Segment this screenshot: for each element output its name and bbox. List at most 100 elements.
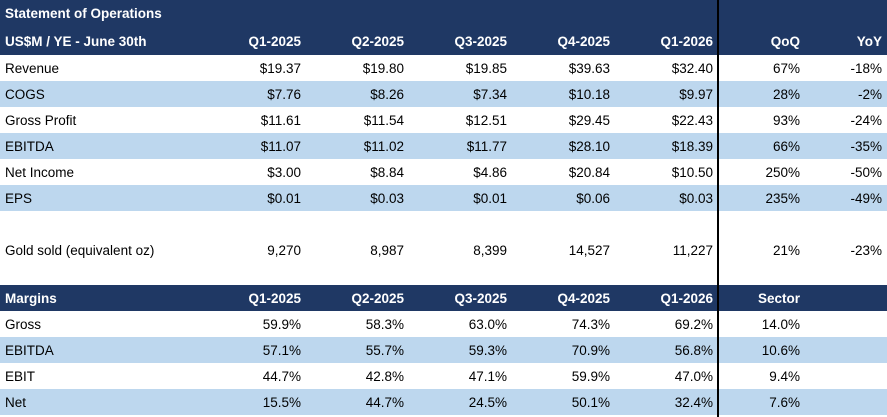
data-cell: -49% [850, 190, 882, 206]
data-cell: 66% [772, 138, 800, 154]
data-cell: -23% [850, 242, 882, 258]
column-header-q1-2026: Q1-2026 [660, 33, 713, 49]
row-label: EBIT [5, 368, 36, 384]
data-cell: $19.85 [465, 60, 507, 76]
column-header-qoq: QoQ [770, 33, 800, 49]
data-cell: $29.45 [568, 112, 610, 128]
section-divider-line [717, 0, 719, 417]
data-cell: $9.97 [679, 86, 713, 102]
row-label: EBITDA [5, 138, 54, 154]
row-cogs: COGS $7.76 $8.26 $7.34 $10.18 $9.97 28% … [0, 81, 887, 107]
data-cell: $3.00 [267, 164, 301, 180]
row-ebitda: EBITDA $11.07 $11.02 $11.77 $28.10 $18.3… [0, 133, 887, 159]
row-label: Revenue [5, 60, 60, 76]
data-cell: $22.43 [671, 112, 713, 128]
data-cell: $28.10 [568, 138, 610, 154]
data-cell: 15.5% [262, 394, 301, 410]
column-header-q1-2026: Q1-2026 [660, 290, 713, 306]
row-label: Net Income [5, 164, 75, 180]
data-cell: 42.8% [365, 368, 404, 384]
data-cell: -35% [850, 138, 882, 154]
data-cell: $18.39 [671, 138, 713, 154]
data-cell: 59.9% [571, 368, 610, 384]
column-header-q4-2025: Q4-2025 [557, 33, 610, 49]
data-cell: 14.0% [761, 316, 800, 332]
column-header-yoy: YoY [856, 33, 882, 49]
margins-title: Margins [5, 290, 57, 306]
row-label: COGS [5, 86, 45, 102]
data-cell: 47.1% [468, 368, 507, 384]
data-cell: 14,527 [568, 242, 610, 258]
data-cell: $0.01 [267, 190, 301, 206]
data-cell: 55.7% [365, 342, 404, 358]
data-cell: $11.54 [363, 112, 404, 128]
data-cell [805, 337, 887, 363]
column-header-q1-2025: Q1-2025 [248, 33, 301, 49]
data-cell: 59.3% [468, 342, 507, 358]
data-cell: $8.84 [370, 164, 404, 180]
row-gross-margin: Gross 59.9% 58.3% 63.0% 74.3% 69.2% 14.0… [0, 311, 887, 337]
row-revenue: Revenue $19.37 $19.80 $19.85 $39.63 $32.… [0, 55, 887, 81]
data-cell: $0.06 [576, 190, 610, 206]
data-cell: 93% [772, 112, 800, 128]
data-cell: 74.3% [571, 316, 610, 332]
data-cell: 50.1% [571, 394, 610, 410]
data-cell: $39.63 [568, 60, 610, 76]
data-cell: $12.51 [465, 112, 507, 128]
data-cell: 8,399 [473, 242, 507, 258]
data-cell: $0.01 [473, 190, 507, 206]
row-label: Gross [5, 316, 42, 332]
statement-header: Statement of Operations US$M / YE - June… [0, 0, 887, 55]
data-cell: 44.7% [262, 368, 301, 384]
data-cell: 9,270 [267, 242, 301, 258]
column-header-q3-2025: Q3-2025 [454, 33, 507, 49]
data-cell: $11.61 [260, 112, 301, 128]
spacer-row [0, 263, 887, 285]
statement-title: Statement of Operations [5, 6, 162, 21]
row-label: Net [5, 394, 27, 410]
data-cell: 8,987 [370, 242, 404, 258]
data-cell [805, 311, 887, 337]
row-gross-profit: Gross Profit $11.61 $11.54 $12.51 $29.45… [0, 107, 887, 133]
data-cell: -2% [857, 86, 882, 102]
row-label: Gross Profit [5, 112, 77, 128]
row-net-margin: Net 15.5% 44.7% 24.5% 50.1% 32.4% 7.6% [0, 389, 887, 415]
data-cell: 70.9% [571, 342, 610, 358]
data-cell [805, 389, 887, 415]
data-cell: $19.80 [362, 60, 404, 76]
column-header-q2-2025: Q2-2025 [351, 33, 404, 49]
data-cell: 24.5% [468, 394, 507, 410]
units-label: US$M / YE - June 30th [5, 33, 147, 49]
data-cell: 44.7% [365, 394, 404, 410]
data-cell: -18% [850, 60, 882, 76]
data-cell: -50% [850, 164, 882, 180]
column-header-sector: Sector [757, 290, 800, 306]
data-cell: 21% [772, 242, 800, 258]
data-cell: $32.40 [671, 60, 713, 76]
data-cell: 69.2% [674, 316, 713, 332]
data-cell: 59.9% [262, 316, 301, 332]
data-cell: 235% [765, 190, 800, 206]
row-eps: EPS $0.01 $0.03 $0.01 $0.06 $0.03 235% -… [0, 185, 887, 211]
data-cell: 58.3% [365, 316, 404, 332]
data-cell: $11.07 [260, 138, 301, 154]
data-cell: $11.77 [466, 138, 507, 154]
row-ebit-margin: EBIT 44.7% 42.8% 47.1% 59.9% 47.0% 9.4% [0, 363, 887, 389]
spacer-row [0, 211, 887, 237]
data-cell: $11.02 [363, 138, 404, 154]
column-header-q2-2025: Q2-2025 [351, 290, 404, 306]
row-label: EPS [5, 190, 33, 206]
data-cell: $8.26 [370, 86, 404, 102]
data-cell: 63.0% [468, 316, 507, 332]
data-cell: 28% [772, 86, 800, 102]
data-cell: $19.37 [259, 60, 301, 76]
data-cell: $0.03 [679, 190, 713, 206]
column-header-q3-2025: Q3-2025 [454, 290, 507, 306]
row-net-income: Net Income $3.00 $8.84 $4.86 $20.84 $10.… [0, 159, 887, 185]
data-cell: 250% [765, 164, 800, 180]
data-cell: $10.50 [671, 164, 713, 180]
data-cell: 9.4% [769, 368, 800, 384]
row-label: EBITDA [5, 342, 54, 358]
row-label: Gold sold (equivalent oz) [5, 242, 155, 258]
